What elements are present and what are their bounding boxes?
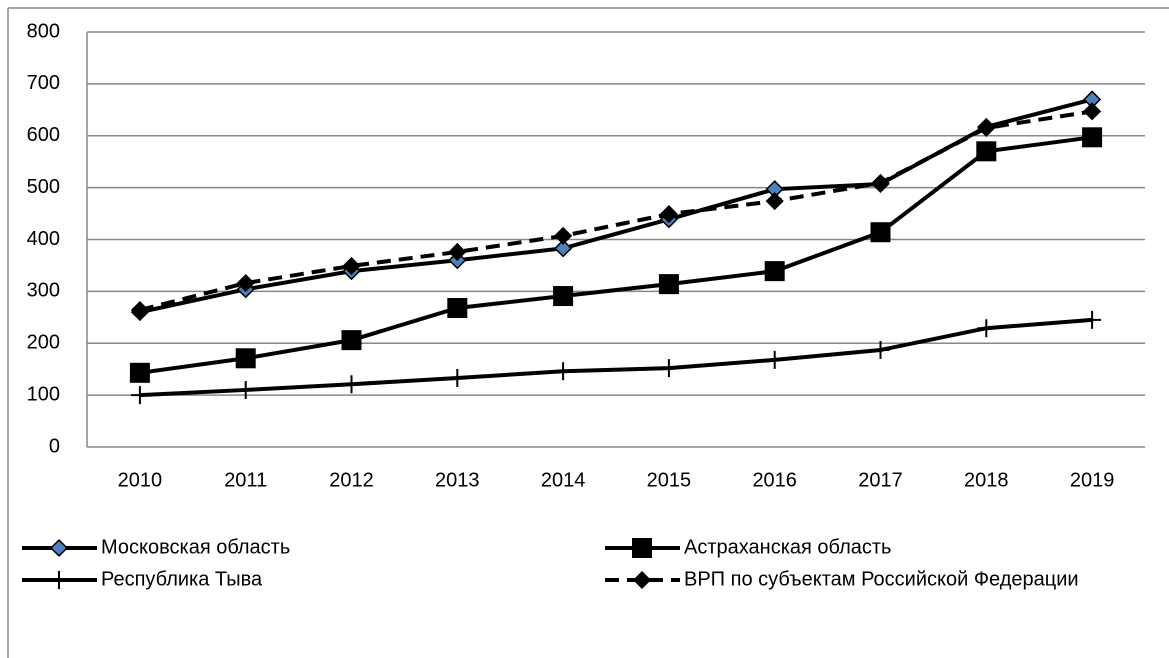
y-tick-label: 700 <box>27 72 60 94</box>
legend-label: Московская область <box>101 536 290 558</box>
legend-label: Астраханская область <box>684 536 891 558</box>
legend-label: ВРП по субъектам Российской Федерации <box>684 568 1079 590</box>
marker <box>130 300 149 320</box>
marker <box>341 330 362 351</box>
y-tick-label: 800 <box>27 20 60 42</box>
marker <box>1083 102 1102 121</box>
x-tick-label: 2011 <box>224 469 267 491</box>
marker <box>448 242 467 262</box>
x-tick-label: 2012 <box>329 469 374 491</box>
marker <box>871 173 890 193</box>
marker <box>236 274 255 293</box>
marker <box>659 205 678 224</box>
series-line <box>139 317 1093 398</box>
x-tick-label: 2014 <box>541 469 586 491</box>
x-tick-label: 2013 <box>435 469 480 491</box>
x-tick-label: 2017 <box>858 469 903 491</box>
marker <box>658 274 679 295</box>
y-tick-label: 300 <box>27 280 60 302</box>
series-line <box>139 97 1093 315</box>
marker <box>1082 127 1103 148</box>
marker <box>236 380 255 399</box>
marker <box>765 192 784 211</box>
x-tick-label: 2010 <box>118 469 163 491</box>
marker <box>447 297 468 318</box>
marker <box>977 118 996 138</box>
marker <box>130 386 149 405</box>
legend-marker <box>50 571 68 589</box>
legend-marker <box>632 570 652 590</box>
y-tick-label: 400 <box>27 228 60 250</box>
marker <box>342 256 361 276</box>
marker <box>871 340 890 359</box>
marker <box>1083 310 1102 329</box>
marker <box>129 362 150 383</box>
y-tick-label: 500 <box>27 176 60 198</box>
marker <box>659 359 678 378</box>
marker <box>554 362 573 381</box>
series-line <box>139 135 1093 375</box>
x-tick-label: 2016 <box>752 469 797 491</box>
marker <box>764 261 785 282</box>
marker <box>977 319 996 338</box>
y-tick-label: 100 <box>27 383 60 405</box>
marker <box>554 226 573 245</box>
marker <box>554 239 573 258</box>
x-tick-label: 2019 <box>1070 469 1115 491</box>
marker <box>235 348 256 369</box>
series-line <box>139 109 1093 312</box>
x-tick-label: 2015 <box>647 469 692 491</box>
y-tick-label: 0 <box>49 435 60 457</box>
legend-marker <box>49 538 69 558</box>
legend-marker <box>632 538 652 558</box>
marker <box>342 375 361 394</box>
y-tick-label: 600 <box>27 124 60 146</box>
marker <box>765 350 784 369</box>
marker <box>553 286 574 307</box>
marker <box>870 222 891 243</box>
marker <box>448 369 467 388</box>
y-tick-label: 200 <box>27 332 60 354</box>
x-tick-label: 2018 <box>964 469 1009 491</box>
legend-label: Республика Тыва <box>101 568 263 590</box>
marker <box>976 141 997 162</box>
